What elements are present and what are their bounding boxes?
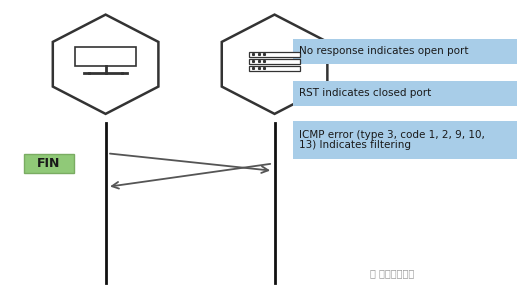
- Text: RST indicates closed port: RST indicates closed port: [299, 88, 431, 98]
- FancyBboxPatch shape: [249, 59, 300, 64]
- Polygon shape: [222, 15, 327, 114]
- Text: FIN: FIN: [37, 157, 61, 170]
- Text: ICMP error (type 3, code 1, 2, 9, 10,: ICMP error (type 3, code 1, 2, 9, 10,: [299, 130, 485, 140]
- Polygon shape: [53, 15, 158, 114]
- FancyBboxPatch shape: [24, 154, 74, 173]
- FancyBboxPatch shape: [75, 47, 136, 65]
- FancyBboxPatch shape: [293, 39, 517, 64]
- Text: 🍃 运维开发故事: 🍃 运维开发故事: [370, 268, 414, 278]
- FancyBboxPatch shape: [249, 52, 300, 57]
- FancyBboxPatch shape: [293, 121, 517, 159]
- Text: 13) Indicates filtering: 13) Indicates filtering: [299, 140, 411, 150]
- Text: No response indicates open port: No response indicates open port: [299, 46, 469, 56]
- FancyBboxPatch shape: [293, 81, 517, 106]
- FancyBboxPatch shape: [249, 66, 300, 71]
